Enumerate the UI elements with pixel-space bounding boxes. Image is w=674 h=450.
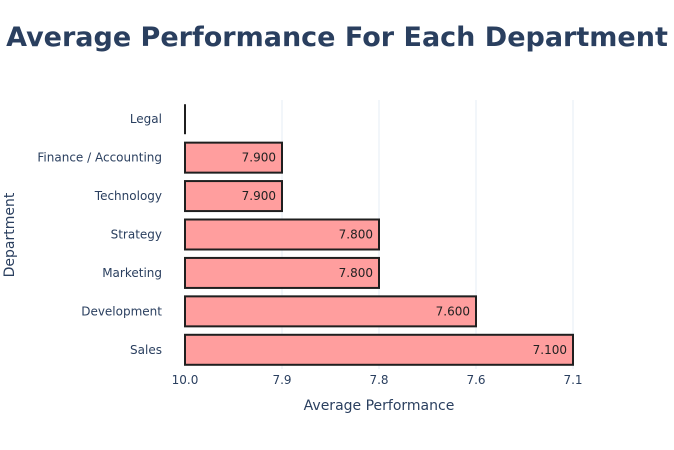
bar-value-label: 7.600 — [436, 304, 470, 318]
y-tick-label: Technology — [94, 189, 162, 203]
x-tick-label: 7.8 — [369, 373, 388, 387]
x-tick-label: 7.1 — [563, 373, 582, 387]
bar — [184, 333, 574, 366]
bar — [184, 256, 380, 289]
x-tick-label: 7.6 — [466, 373, 485, 387]
y-tick-label: Finance / Accounting — [37, 151, 162, 165]
y-tick-labels: Legal Finance / Accounting Technology Strat… — [37, 112, 162, 357]
x-tick-label: 10.0 — [172, 373, 199, 387]
y-axis-title: Department — [2, 192, 18, 277]
chart-title: Average Performance For Each Department — [6, 22, 668, 53]
bars: 7.900 7.900 7.800 7.800 7.600 7.100 — [184, 104, 574, 366]
bar-value-label: 7.100 — [533, 343, 567, 357]
bar — [184, 141, 283, 174]
y-tick-label: Legal — [130, 112, 162, 126]
y-tick-label: Marketing — [102, 266, 162, 280]
x-tick-labels: 10.0 7.9 7.8 7.6 7.1 — [172, 373, 583, 387]
bar-value-label: 7.800 — [339, 228, 373, 242]
y-tick-label: Sales — [130, 343, 162, 357]
bar-value-label: 7.800 — [339, 266, 373, 280]
bar — [184, 295, 477, 328]
y-tick-label: Strategy — [111, 228, 162, 242]
bar — [184, 218, 380, 251]
bar — [184, 180, 283, 213]
x-axis-title: Average Performance — [304, 398, 455, 414]
y-tick-label: Development — [81, 304, 162, 318]
bar-value-label: 7.900 — [242, 189, 276, 203]
bar-value-label: 7.900 — [242, 151, 276, 165]
x-tick-label: 7.9 — [272, 373, 291, 387]
